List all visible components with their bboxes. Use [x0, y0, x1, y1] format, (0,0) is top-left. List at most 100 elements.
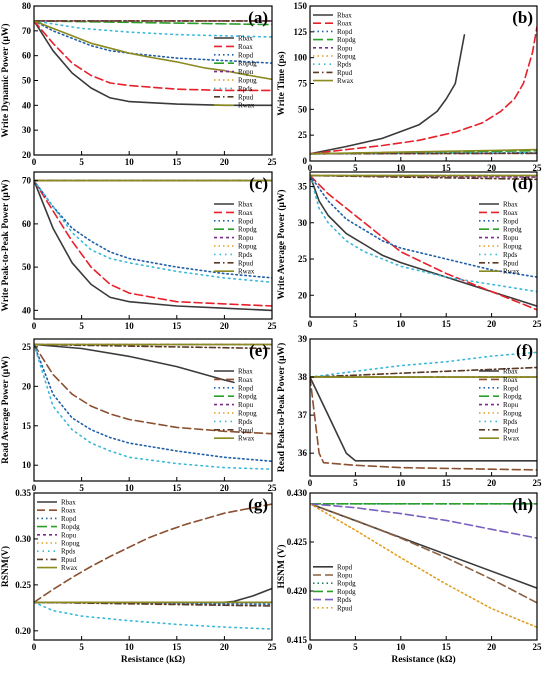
x-tick-label: 0: [308, 319, 313, 329]
legend-label-ropdg: Ropdg: [337, 580, 356, 588]
plot-frame: [33, 5, 273, 156]
x-tick-label: 25: [533, 478, 543, 488]
legend-label-rwax: Rwax: [61, 564, 78, 572]
series-line-rpud: [310, 502, 537, 629]
chart-panel-7: 0 5 10 15 20 25 0.20 0.25 0.30 0.35 RSNM(V) (g) Rbax…: [0, 488, 277, 652]
series-group: [310, 25, 537, 155]
series-group: [34, 20, 272, 107]
series-line-ropdg: [34, 20, 272, 26]
y-tick-label: 39: [298, 334, 308, 344]
series-group: [310, 174, 537, 311]
plot-frame: [309, 338, 538, 477]
legend-label-ropu: Ropu: [61, 531, 77, 539]
series-group: [34, 179, 272, 312]
legend-label-rwax: Rwax: [238, 435, 255, 443]
panel-label: (f): [516, 341, 533, 360]
y-tick-label: 30: [298, 218, 308, 228]
y-tick-label: 37: [298, 410, 308, 420]
legend-label-ropdg: Ropdg: [61, 523, 80, 531]
x-tick-label: 20: [220, 642, 230, 652]
x-tick-label: 15: [442, 642, 452, 652]
y-tick-label: 20: [22, 150, 32, 160]
legend-label-rpud: Rpud: [337, 604, 353, 612]
legend-label-rpds: Rpds: [238, 85, 253, 93]
y-tick-label: 38: [298, 372, 308, 382]
panel-label: (h): [512, 495, 533, 514]
legend-label-ropug: Ropug: [337, 53, 356, 61]
legend-label-ropu: Ropu: [337, 44, 353, 52]
legend-label-rpds: Rpds: [238, 251, 253, 259]
x-tick-label: 25: [533, 319, 543, 329]
legend-label-rwax: Rwax: [337, 77, 354, 85]
y-tick-label: 0.30: [15, 534, 31, 544]
x-tick-label: 5: [353, 478, 358, 488]
legend-label-ropd: Ropd: [238, 51, 254, 59]
y-tick-label: 25: [22, 342, 32, 352]
series-line-roax: [34, 179, 272, 307]
legend-label-ropdg: Ropdg: [503, 393, 522, 401]
legend-label-rwax: Rwax: [503, 268, 520, 276]
x-tick-label: 20: [220, 321, 230, 331]
legend-label-rwax: Rwax: [503, 435, 520, 443]
y-tick-label: 20: [22, 381, 32, 391]
legend-label-rbax: Rbax: [238, 201, 253, 209]
series-line-rpds: [310, 351, 537, 378]
y-tick-label: 0.415: [287, 635, 308, 645]
x-tick-label: 15: [442, 163, 452, 173]
legend-label-rwax: Rwax: [238, 102, 255, 110]
legend-label-ropdg: Ropdg: [337, 588, 356, 596]
series-group: [34, 503, 272, 630]
series-line-rbax: [34, 343, 235, 384]
legend-label-roax: Roax: [238, 376, 253, 384]
y-tick-label: 0.20: [15, 626, 31, 636]
y-tick-label: 70: [22, 26, 32, 36]
x-tick-label: 5: [79, 483, 84, 493]
y-tick-label: 35: [298, 182, 308, 192]
legend-label-ropug: Ropug: [238, 243, 257, 251]
y-tick-label: 50: [22, 262, 32, 272]
chart-panel-1: 0 5 10 15 20 25 20 30 40 50 60 70 80 Write Dynamic Po…: [0, 1, 277, 167]
series-line-rpds: [34, 601, 272, 630]
series-line-ropd: [34, 601, 272, 606]
legend-label-rwax: Rwax: [238, 268, 255, 276]
legend-label-roax: Roax: [61, 507, 76, 515]
x-tick-label: 0: [308, 642, 313, 652]
x-tick-label: 15: [172, 321, 182, 331]
legend-label-ropu: Ropu: [238, 401, 254, 409]
legend-label-rpud: Rpud: [503, 426, 519, 434]
series-line-rbax: [310, 174, 537, 307]
legend-label-ropd: Ropd: [337, 563, 353, 571]
legend-label-ropug: Ropug: [61, 540, 80, 548]
y-tick-label: 70: [22, 176, 32, 186]
legend-label-ropdg: Ropdg: [238, 60, 257, 68]
series-line-rpds: [34, 179, 272, 284]
y-tick-label: 75: [298, 79, 308, 89]
y-axis-label: Read Peak-to-Peak Power (μW): [276, 343, 287, 472]
legend-label-rpds: Rpds: [61, 548, 76, 556]
y-tick-label: 15: [22, 421, 32, 431]
legend-label-roax: Roax: [337, 20, 352, 28]
series-line-rpud: [310, 366, 537, 378]
series-line-roax: [310, 376, 537, 471]
x-tick-label: 25: [268, 157, 278, 167]
x-tick-label: 20: [487, 319, 497, 329]
legend-label-rpud: Rpud: [503, 259, 519, 267]
x-tick-label: 10: [396, 163, 406, 173]
legend-label-rbax: Rbax: [503, 201, 518, 209]
legend-label-ropu: Ropu: [238, 234, 254, 242]
x-tick-label: 0: [32, 642, 37, 652]
x-tick-label: 20: [487, 478, 497, 488]
legend-label-ropd: Ropd: [238, 217, 254, 225]
y-tick-label: 0.25: [15, 580, 31, 590]
y-tick-label: 40: [22, 100, 32, 110]
legend-label-ropd: Ropd: [503, 384, 519, 392]
series-line-rwax: [310, 148, 537, 155]
y-axis-label: RSNM(V): [0, 546, 11, 587]
x-tick-label: 25: [533, 642, 543, 652]
legend-label-roax: Roax: [238, 43, 253, 51]
legend-label-rbax: Rbax: [503, 368, 518, 376]
y-tick-label: 0.35: [15, 488, 31, 498]
